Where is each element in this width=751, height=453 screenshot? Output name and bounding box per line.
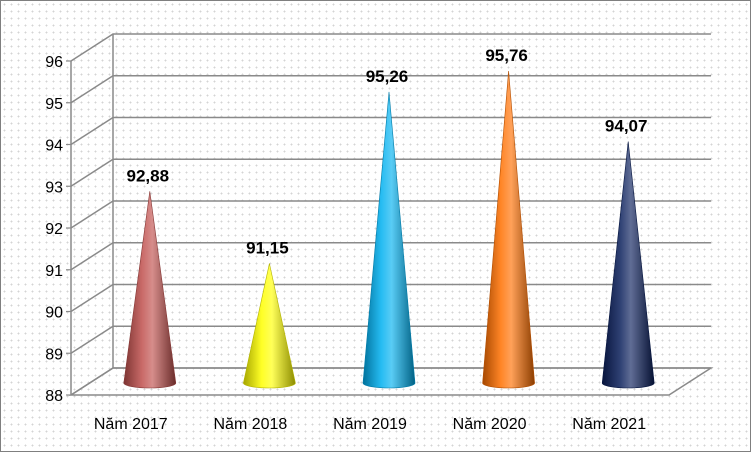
data-label: 92,88 (127, 166, 170, 185)
gridline (70, 33, 711, 62)
x-category-label: Năm 2020 (453, 416, 527, 433)
cone-bar (362, 91, 416, 389)
data-labels: 92,88 91,15 95,26 95,76 94,07 (127, 46, 648, 257)
data-label: 95,26 (366, 67, 409, 86)
x-category-label: Năm 2018 (213, 416, 287, 433)
data-label: 95,76 (485, 46, 528, 65)
y-tick-label: 94 (45, 138, 63, 155)
cone-bar (482, 70, 535, 389)
x-category-label: Năm 2017 (94, 416, 168, 433)
y-tick-label: 90 (45, 305, 63, 322)
y-tick-label: 88 (45, 388, 63, 405)
x-category-label: Năm 2021 (572, 416, 646, 433)
cone-bar (601, 141, 655, 389)
y-tick-label: 96 (45, 54, 63, 71)
y-tick-label: 93 (45, 179, 63, 196)
data-label: 91,15 (246, 238, 289, 257)
y-tick-label: 89 (45, 346, 63, 363)
x-category-label: Năm 2019 (333, 416, 407, 433)
y-tick-label: 92 (45, 221, 63, 238)
y-axis-ticks: 88 89 90 91 92 93 94 95 96 (45, 54, 63, 405)
cones (123, 70, 655, 389)
data-label: 94,07 (605, 117, 648, 136)
cone-bar (243, 263, 296, 389)
cone-bar (123, 191, 177, 389)
x-axis-categories: Năm 2017 Năm 2018 Năm 2019 Năm 2020 Năm 2021 (94, 416, 646, 433)
y-tick-label: 91 (45, 263, 63, 280)
y-tick-label: 95 (45, 96, 63, 113)
